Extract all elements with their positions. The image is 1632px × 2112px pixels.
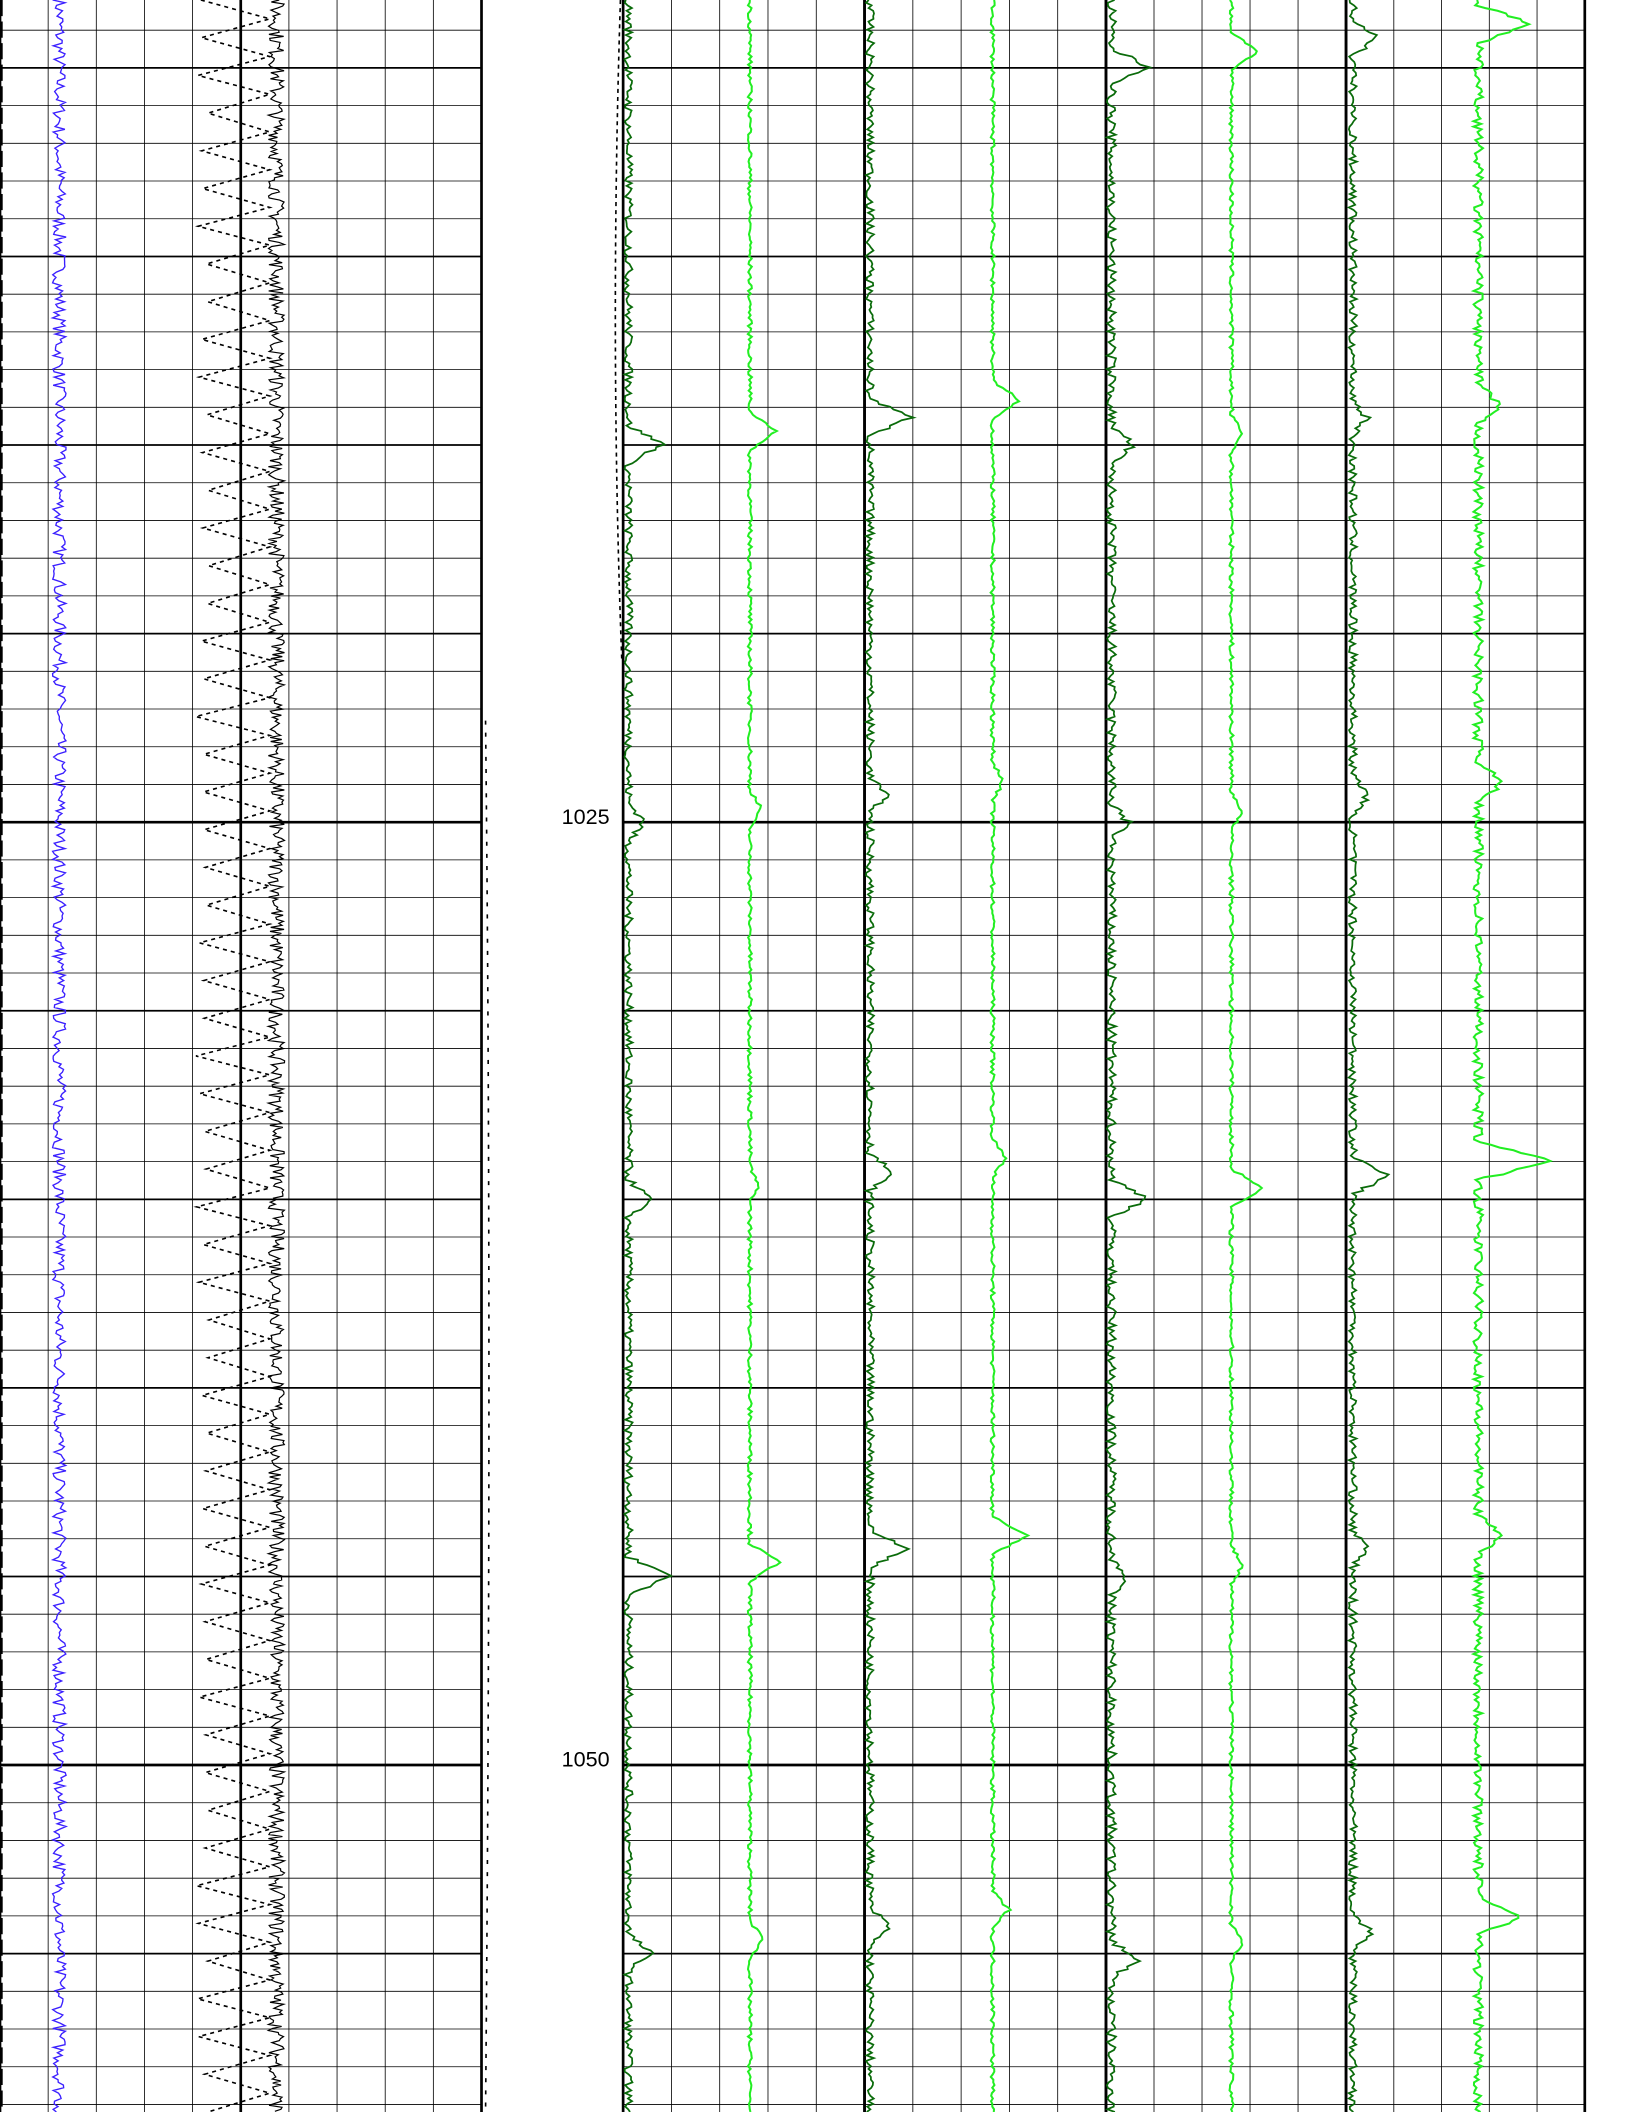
green-curve — [1104, 0, 1153, 2112]
caliper-curve — [266, 0, 287, 2112]
green-curve — [863, 0, 917, 2112]
light-green-curve — [1227, 0, 1264, 2112]
gamma-curve — [50, 0, 69, 2112]
grid — [0, 0, 1587, 2112]
green-curve — [621, 0, 674, 2112]
light-green-curve — [989, 0, 1031, 2112]
depth-label: 1025 — [562, 804, 610, 829]
curves — [0, 0, 1554, 2112]
light-green-curve — [746, 0, 782, 2112]
green-curve — [1346, 0, 1391, 2112]
dotted-curve — [193, 0, 273, 2112]
dotted-curve — [484, 720, 490, 2112]
depth-labels: 1025 1050 — [562, 804, 610, 1772]
dotted-curve — [614, 0, 623, 661]
light-green-curve — [1470, 0, 1554, 2112]
depth-label: 1050 — [562, 1747, 610, 1772]
